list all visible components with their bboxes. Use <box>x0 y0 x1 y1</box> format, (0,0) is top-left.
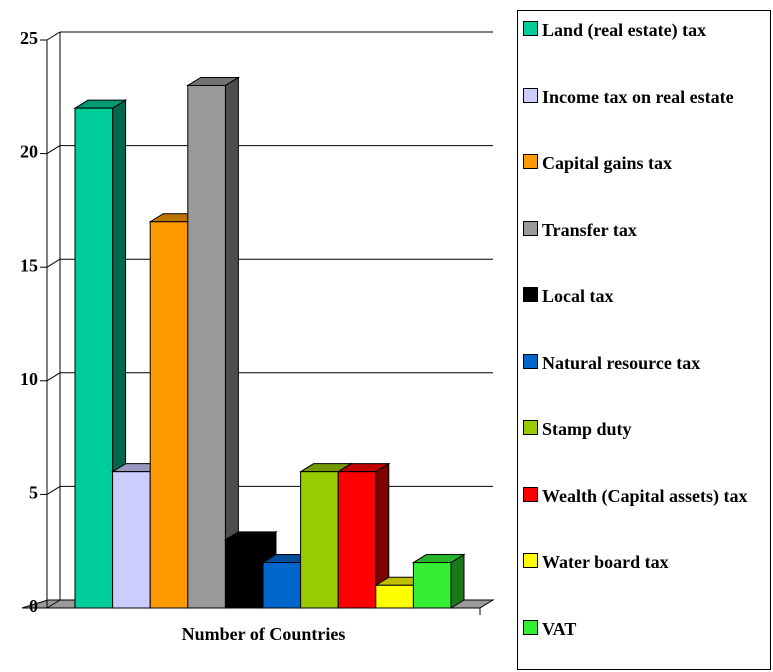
legend-entry: Local tax <box>523 285 769 307</box>
bar <box>74 107 114 609</box>
x-tick-label: Number of Countries <box>182 624 346 644</box>
legend-entry: Transfer tax <box>523 219 769 241</box>
bar-side <box>224 76 239 609</box>
bar <box>187 84 226 609</box>
grid-depth <box>46 258 61 268</box>
bar <box>262 562 302 609</box>
legend-entry: Natural resource tax <box>523 352 769 374</box>
y-tick-label: 15 <box>20 255 38 275</box>
legend-swatch <box>523 553 538 568</box>
legend-label: Water board tax <box>542 552 669 572</box>
legend-swatch <box>523 619 538 635</box>
legend-entry: Land (real estate) tax <box>523 19 769 41</box>
y-tick-label: 5 <box>29 483 38 503</box>
legend-swatch <box>523 287 538 302</box>
legend-label: Stamp duty <box>542 419 632 439</box>
y-tick-label: 20 <box>20 142 38 162</box>
grid-depth <box>46 485 61 495</box>
bar <box>224 539 264 609</box>
grid-depth <box>46 599 61 609</box>
grid-depth <box>46 145 61 155</box>
legend-label: Wealth (Capital assets) tax <box>542 485 748 506</box>
bar <box>300 471 339 609</box>
legend-label: Local tax <box>542 286 614 306</box>
legend-entry: Capital gains tax <box>523 152 769 174</box>
legend-label: VAT <box>542 618 577 639</box>
legend: Land (real estate) tax Income tax on real… <box>517 10 771 670</box>
bar <box>112 471 151 609</box>
legend-entry: VAT <box>523 618 769 640</box>
legend-swatch <box>523 353 538 369</box>
legend-swatch <box>523 154 538 169</box>
legend-label: Income tax on real estate <box>542 86 734 107</box>
legend-swatch <box>523 21 538 36</box>
legend-label: Transfer tax <box>542 219 637 240</box>
legend-entry: Water board tax <box>523 551 769 573</box>
legend-swatch <box>523 420 538 435</box>
legend-label: Capital gains tax <box>542 153 673 173</box>
legend-entry: Wealth (Capital assets) tax <box>523 485 769 507</box>
bar-side <box>450 553 465 609</box>
legend-swatch <box>523 220 538 236</box>
legend-swatch <box>523 87 538 103</box>
grid-depth <box>46 372 61 382</box>
bar <box>337 471 377 609</box>
legend-entry: Stamp duty <box>523 418 769 440</box>
bar <box>375 584 414 609</box>
grid-depth <box>46 31 61 41</box>
bar <box>412 562 452 609</box>
y-tick-label: 25 <box>20 28 38 48</box>
y-tick-label: 0 <box>29 596 38 616</box>
legend-entry: Income tax on real estate <box>523 86 769 108</box>
bar <box>149 221 189 609</box>
legend-swatch <box>523 486 538 502</box>
legend-label: Natural resource tax <box>542 352 701 373</box>
y-tick-label: 10 <box>20 369 38 389</box>
legend-label: Land (real estate) tax <box>542 20 707 40</box>
